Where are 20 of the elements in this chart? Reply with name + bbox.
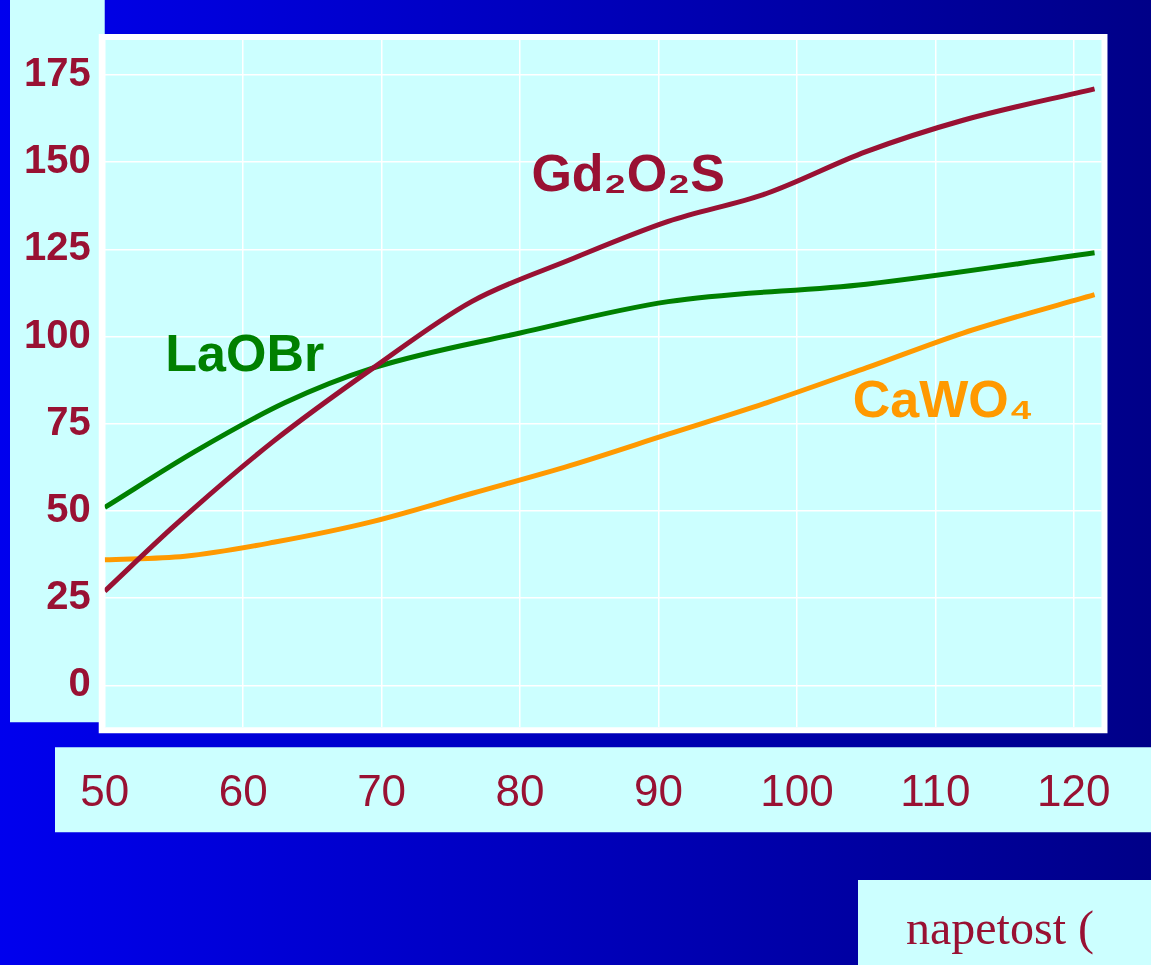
- series-label: LaOBr: [165, 323, 325, 382]
- y-tick-label: 0: [68, 660, 91, 705]
- series-label: Gd₂O₂S: [531, 143, 725, 202]
- y-tick-label: 175: [23, 49, 91, 94]
- x-tick-label: 80: [495, 765, 545, 815]
- x-tick-label: 110: [900, 765, 971, 815]
- series-label: CaWO₄: [852, 370, 1034, 429]
- y-tick-label: 25: [46, 573, 91, 618]
- x-tick-label: 50: [80, 765, 130, 815]
- y-tick-label: 75: [46, 398, 91, 443]
- x-tick-label: 100: [760, 765, 834, 815]
- x-tick-label: 60: [218, 765, 268, 815]
- x-axis-title: napetost (: [858, 880, 1151, 965]
- x-tick-label: 70: [357, 765, 407, 815]
- y-tick-label: 150: [23, 137, 91, 182]
- x-tick-label: 120: [1037, 765, 1111, 815]
- y-tick-label: 100: [23, 311, 91, 356]
- y-tick-label: 125: [23, 224, 91, 269]
- y-tick-label: 50: [46, 485, 91, 530]
- x-tick-label: 90: [634, 765, 683, 815]
